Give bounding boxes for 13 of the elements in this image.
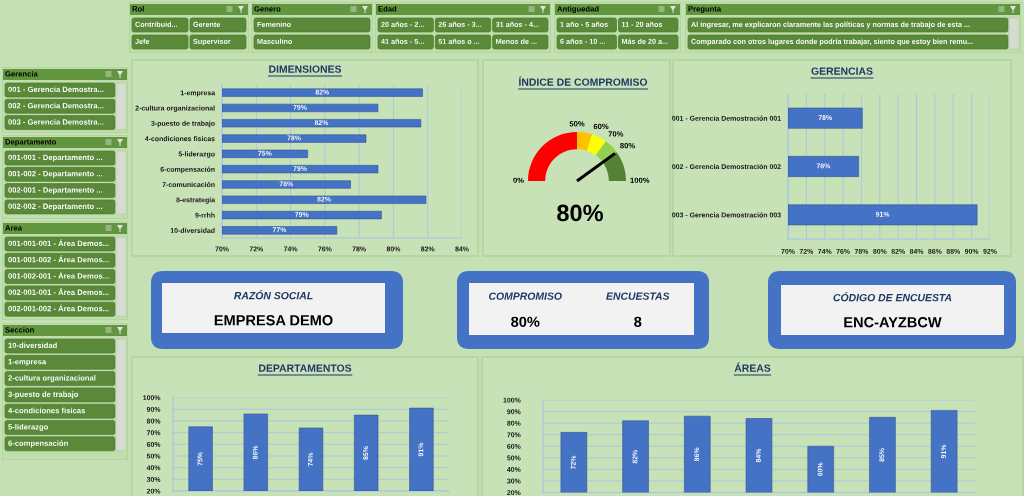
text: 8	[634, 316, 642, 327]
text: EMPRESA DEMO	[214, 315, 333, 326]
chart-title: DEPARTAMENTOS	[259, 364, 352, 372]
text: 80%	[557, 204, 604, 222]
chart-title: ÁREAS	[734, 362, 771, 372]
text: CÓDIGO DE ENCUESTA	[833, 292, 952, 302]
text: RAZÓN SOCIAL	[234, 290, 313, 300]
chart-title: GERENCIAS	[811, 67, 873, 75]
text: ENCUESTAS	[606, 292, 670, 300]
text: ENC-AYZBCW	[844, 317, 942, 328]
chart-title: ÍNDICE DE COMPROMISO	[519, 76, 648, 86]
text: COMPROMISO	[489, 292, 562, 300]
chart-title: DIMENSIONES	[269, 65, 342, 73]
